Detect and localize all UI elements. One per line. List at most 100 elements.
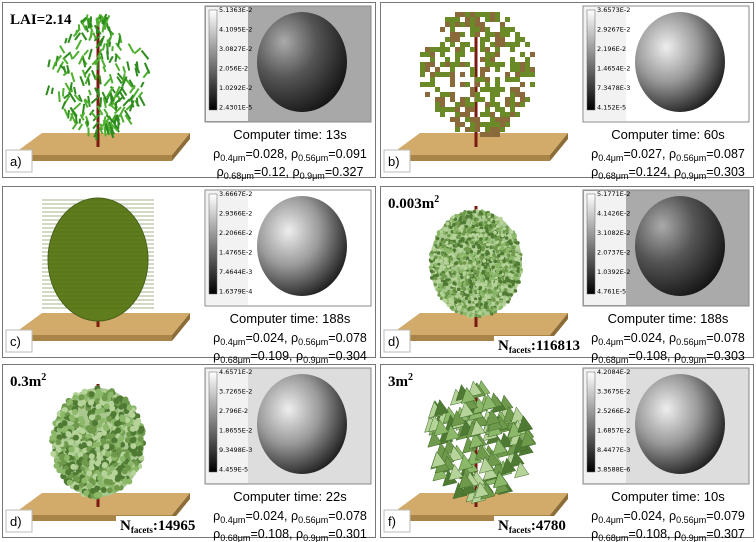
leaf [103,443,110,450]
panel-border [380,364,754,538]
leaf [491,276,495,280]
voxel [490,17,495,22]
voxel [495,132,500,137]
leaf [479,289,484,294]
leaf [114,62,121,72]
leaf [89,459,96,466]
voxel [480,67,485,72]
rho-symbol: ρ [291,147,298,161]
leaf [437,279,442,284]
leaf [471,232,476,237]
panel: 0.3m2 Nfacets:14965 d) 4.6571E-2 3.7265E-2 2.… [2,364,376,542]
leaf [471,309,476,314]
leaf [467,264,472,268]
leaf [446,233,451,238]
leaf [106,50,110,60]
leaf [100,486,107,493]
rho-value: =0.028, [245,147,291,161]
leaf [493,230,497,235]
leaf [125,78,133,88]
voxel [465,62,470,67]
voxel [485,77,490,82]
panel: c) 3.6667E-2 2.9366E-2 2.2066E-2 1.4765E-2 7.… [2,186,376,365]
voxel [425,62,430,67]
leaf [481,262,485,267]
leaf [67,33,73,44]
voxel [500,62,505,67]
voxel [470,22,475,27]
computer-time: Computer time: 13s [233,127,347,142]
voxel [485,82,490,87]
ground-side [550,133,568,161]
leaf [463,266,468,271]
leaf [88,453,95,460]
voxel [480,87,485,92]
leaf [136,450,143,457]
leaf [448,249,453,254]
leaf [505,250,509,254]
leaf [457,260,462,264]
leaf [505,297,509,301]
leaf [122,478,129,485]
voxel [515,102,520,107]
voxel [490,32,495,37]
leaf [482,236,486,241]
panel: LAI=2.14 a) 5.1363E-2 4.1095E-2 3.0827E-2 2.0… [2,2,376,181]
leaf [479,240,484,245]
leaf [475,232,480,237]
leaf [448,243,452,248]
voxel [495,87,500,92]
voxel [505,32,510,37]
leaf [81,388,88,395]
leaf [474,443,490,461]
annotation: LAI=2.14 [10,12,72,28]
voxel [425,82,430,87]
voxel [445,47,450,52]
leaf [72,408,79,415]
voxel [440,42,445,47]
facets-rest: :14965 [153,518,196,534]
voxel [455,117,460,122]
annotation-text: 0.3m [10,374,42,390]
colorbar-tick: 1.4654E-2 [597,65,630,73]
leaf [458,283,462,287]
leaf [461,286,466,291]
leaf [94,441,101,448]
rho-band: 0.4μm [220,153,245,163]
voxel [515,42,520,47]
leaf [486,268,490,273]
leaf [462,271,467,276]
leaf [103,403,110,410]
leaf [499,299,503,304]
rho-band: 0.56μm [676,153,706,163]
panel-border [2,2,376,178]
voxel [445,107,450,112]
panel-border [2,364,376,538]
leaf [103,108,109,116]
voxel [505,27,510,32]
leaf [108,400,115,407]
voxel [435,87,440,92]
voxel [505,97,510,102]
leaf [499,226,504,230]
leaf [108,444,115,451]
rho-band: 0.56μm [676,337,706,347]
colorbar-tick: 8.4477E-3 [597,446,630,454]
leaf [500,255,505,260]
leaf [474,241,479,246]
leaf [452,281,456,286]
leaf [435,236,440,241]
leaf [50,450,57,457]
facets-base: N [498,338,509,354]
leaf [68,414,75,421]
leaf [114,476,121,483]
leaf [63,454,70,461]
leaf [506,253,511,258]
leaf [109,85,116,94]
leaf [457,276,461,281]
colorbar-tick: 3.6573E-2 [597,6,630,14]
leaf [473,247,477,252]
label-box [383,509,411,533]
leaf [85,120,90,126]
voxel [420,82,425,87]
